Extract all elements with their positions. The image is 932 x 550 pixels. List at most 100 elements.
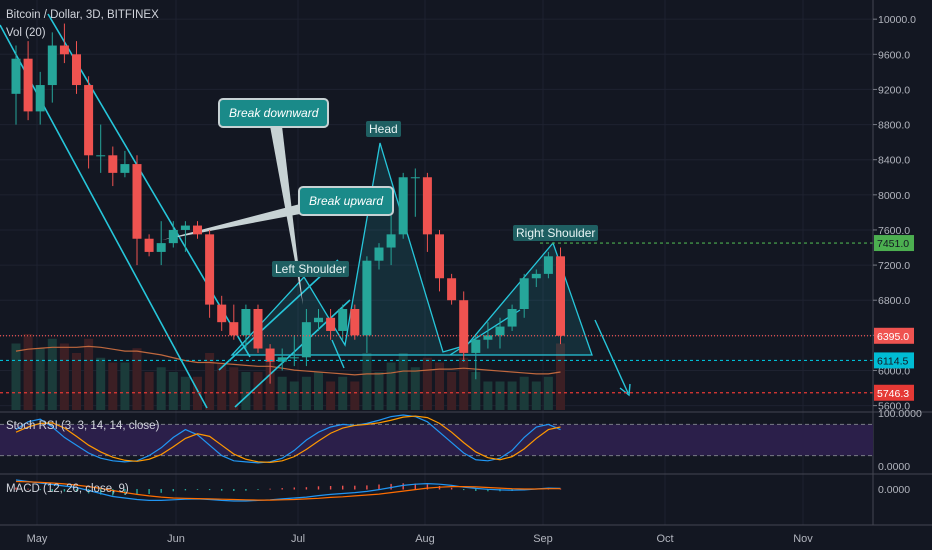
volume-bar bbox=[84, 338, 94, 410]
volume-bar bbox=[362, 353, 372, 410]
candle-body bbox=[241, 309, 251, 336]
volume-bar bbox=[253, 372, 263, 410]
channel-line-outer bbox=[0, 24, 208, 409]
volume-bar bbox=[314, 372, 323, 410]
left-shoulder-label[interactable]: Left Shoulder bbox=[272, 261, 350, 277]
macd-histogram-bar bbox=[160, 489, 162, 493]
macd-histogram-bar bbox=[390, 483, 392, 490]
macd-signal-line bbox=[15, 480, 561, 501]
price-label-text: 6395.0 bbox=[877, 331, 909, 343]
macd-histogram-bar bbox=[208, 489, 211, 491]
price-tick-label: 8800.0 bbox=[878, 120, 910, 132]
macd-histogram-bar bbox=[475, 489, 477, 491]
macd-histogram-bar bbox=[221, 489, 223, 491]
macd-histogram-bar bbox=[342, 485, 344, 490]
volume-bar bbox=[168, 372, 178, 410]
candle-body bbox=[168, 229, 178, 244]
candle-body bbox=[265, 348, 275, 362]
candle-body bbox=[495, 326, 505, 336]
stoch-high-label: 100.0000 bbox=[878, 408, 922, 420]
candle-body bbox=[72, 54, 81, 86]
volume-bar bbox=[386, 362, 396, 410]
volume-bar bbox=[132, 348, 142, 410]
break-upward-callout[interactable]: Break upward bbox=[298, 186, 395, 216]
break-downward-callout[interactable]: Break downward bbox=[218, 98, 330, 128]
volume-ma-line bbox=[15, 345, 561, 376]
price-tick-label: 6800.0 bbox=[878, 295, 910, 307]
macd-histogram-bar bbox=[378, 484, 380, 490]
volume-bar bbox=[277, 376, 287, 410]
volume-bar bbox=[241, 372, 251, 410]
volume-bar bbox=[531, 381, 541, 410]
macd-histogram-bar bbox=[233, 489, 235, 491]
target-arrow-head bbox=[619, 383, 631, 397]
head-label[interactable]: Head bbox=[366, 121, 401, 137]
candle-body bbox=[519, 278, 529, 309]
right-shoulder-label[interactable]: Right Shoulder bbox=[513, 225, 599, 241]
price-label-last bbox=[874, 327, 914, 344]
candle-body bbox=[47, 45, 57, 86]
volume-bar bbox=[108, 362, 118, 410]
volume-bar bbox=[410, 367, 420, 410]
target-arrow-line bbox=[594, 319, 629, 394]
macd-histogram-bar bbox=[257, 489, 259, 490]
macd-histogram-bar bbox=[87, 489, 90, 494]
volume-bar bbox=[543, 376, 553, 410]
volume-bar bbox=[398, 353, 408, 410]
macd-histogram-bar bbox=[51, 489, 53, 491]
stoch-k-line bbox=[15, 414, 561, 464]
candle-body bbox=[531, 273, 541, 279]
volume-bar bbox=[265, 357, 275, 410]
time-tick-label: Sep bbox=[533, 533, 553, 545]
stoch-rsi-title: Stoch RSI (3, 3, 14, 14, close) bbox=[6, 420, 160, 432]
volume-bar bbox=[217, 362, 227, 410]
candle-body bbox=[459, 300, 469, 353]
macd-histogram-bar bbox=[317, 486, 320, 490]
break-arrow-line bbox=[331, 339, 345, 369]
volume-bar bbox=[11, 343, 21, 410]
volume-bar bbox=[483, 381, 493, 410]
candle-body bbox=[507, 309, 517, 327]
time-tick-label: Jul bbox=[291, 533, 305, 545]
candle-body bbox=[362, 260, 372, 336]
candle-body bbox=[144, 238, 154, 252]
macd-histogram-bar bbox=[366, 485, 368, 490]
macd-histogram-bar bbox=[184, 489, 187, 491]
price-label-resistance bbox=[874, 235, 914, 252]
price-tick-label: 9200.0 bbox=[878, 84, 910, 96]
candle-body bbox=[96, 155, 106, 157]
candle-body bbox=[374, 247, 384, 261]
candle-body bbox=[108, 155, 118, 173]
volume-bar bbox=[59, 343, 69, 410]
candle-body bbox=[277, 357, 287, 362]
candle-body bbox=[422, 177, 432, 235]
macd-histogram-bar bbox=[172, 489, 174, 492]
volume-bar bbox=[471, 372, 481, 410]
price-tick-label: 7600.0 bbox=[878, 225, 910, 237]
macd-title: MACD (12, 26, close, 9) bbox=[6, 483, 129, 495]
stoch-low-label: 0.0000 bbox=[878, 461, 910, 473]
candle-body bbox=[84, 85, 94, 156]
volume-bar bbox=[374, 372, 384, 410]
candle-body bbox=[435, 234, 444, 279]
macd-histogram-bar bbox=[75, 489, 78, 492]
macd-histogram-bar bbox=[281, 488, 283, 490]
candle-body bbox=[35, 85, 45, 112]
volume-title: Vol (20) bbox=[6, 27, 46, 39]
price-tick-label: 10000.0 bbox=[878, 14, 916, 26]
candle-body bbox=[314, 317, 323, 323]
candle-body bbox=[132, 164, 142, 239]
volume-bar bbox=[495, 381, 505, 410]
volume-bar bbox=[23, 334, 33, 410]
macd-histogram-bar bbox=[39, 489, 41, 491]
candle-body bbox=[156, 243, 166, 252]
macd-histogram-bar bbox=[463, 489, 465, 491]
candle-body bbox=[471, 339, 481, 353]
candle-body bbox=[301, 322, 311, 358]
macd-histogram-bar bbox=[402, 483, 404, 490]
macd-histogram-bar bbox=[450, 487, 453, 490]
candle-body bbox=[289, 357, 299, 359]
price-tick-label: 5600.0 bbox=[878, 401, 910, 413]
